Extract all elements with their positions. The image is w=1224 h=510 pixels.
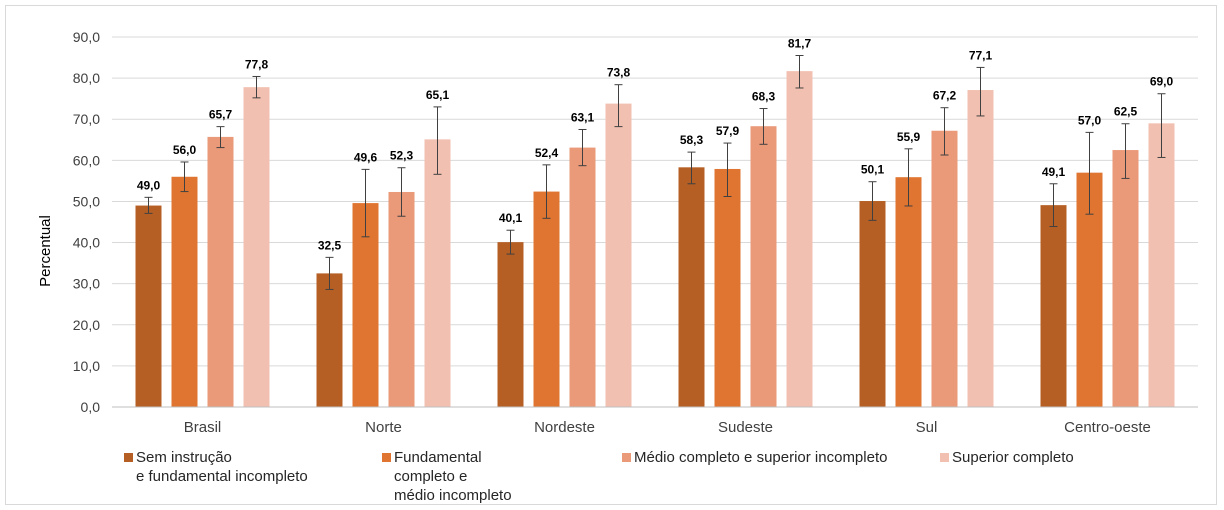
- legend-label-4: Superior completo: [952, 449, 1074, 466]
- y-axis-label: Percentual: [37, 215, 54, 287]
- data-labels: 49,0 56,0 65,7 77,8 32,5 49,6 52,3 65,1 40,1 52,4…: [137, 37, 1174, 253]
- bar: [243, 87, 270, 408]
- y-tick-label: 30,0: [73, 276, 100, 292]
- bar: [678, 167, 705, 407]
- legend-swatch-3: [622, 453, 631, 462]
- legend-item-4: Superior completo: [940, 448, 1074, 467]
- data-label: 50,1: [861, 163, 885, 177]
- y-tick-label: 70,0: [73, 111, 100, 127]
- x-category-label: Sudeste: [718, 419, 773, 436]
- gridlines: [112, 36, 1198, 367]
- bar: [931, 130, 958, 407]
- x-category-label: Norte: [365, 419, 402, 436]
- y-tick-label: 60,0: [73, 152, 100, 168]
- data-label: 49,1: [1042, 165, 1066, 179]
- legend-label-2: Fundamental completo e médio incompleto: [394, 449, 512, 504]
- y-tick-label: 80,0: [73, 70, 100, 86]
- data-label: 65,7: [209, 108, 233, 122]
- error-bars: [144, 55, 1166, 290]
- data-label: 63,1: [571, 111, 595, 125]
- bar: [424, 139, 451, 407]
- bar: [207, 136, 234, 407]
- legend-swatch-1: [124, 453, 133, 462]
- bar: [714, 168, 741, 407]
- bar: [1148, 123, 1175, 407]
- data-label: 56,0: [173, 143, 197, 157]
- x-category-label: Sul: [916, 419, 938, 436]
- y-tick-label: 0,0: [81, 399, 101, 415]
- legend-label-3: Médio completo e superior incompleto: [634, 449, 888, 466]
- data-label: 32,5: [318, 238, 342, 252]
- bar: [895, 177, 922, 407]
- data-label: 65,1: [426, 88, 450, 102]
- bar: [569, 147, 596, 408]
- legend-swatch-2: [382, 453, 391, 462]
- legend-item-3: Médio completo e superior incompleto: [622, 448, 887, 467]
- bar: [388, 191, 415, 407]
- bar: [171, 176, 198, 407]
- x-category-label: Brasil: [184, 419, 222, 436]
- y-tick-label: 50,0: [73, 193, 100, 209]
- bar: [786, 71, 813, 407]
- bar: [967, 90, 994, 408]
- x-category-label: Nordeste: [534, 419, 595, 436]
- data-label: 69,0: [1150, 75, 1174, 89]
- y-axis-ticks: 0,0 10,0 20,0 30,0 40,0 50,0 60,0 70,0 80,0 90,0: [73, 29, 100, 415]
- bar: [750, 126, 777, 407]
- data-label: 55,9: [897, 130, 921, 144]
- legend-label-1: Sem instrução e fundamental incompleto: [136, 449, 308, 485]
- y-tick-label: 40,0: [73, 235, 100, 251]
- data-label: 73,8: [607, 66, 631, 80]
- bar: [533, 191, 560, 407]
- data-label: 57,9: [716, 124, 740, 138]
- data-label: 67,2: [933, 89, 957, 103]
- bar: [1112, 150, 1139, 408]
- legend-swatch-4: [940, 453, 949, 462]
- bar: [497, 242, 524, 407]
- data-label: 68,3: [752, 90, 776, 104]
- data-label: 77,8: [245, 57, 269, 71]
- data-label: 49,0: [137, 178, 161, 192]
- data-label: 58,3: [680, 133, 704, 147]
- legend-item-2: Fundamental completo e médio incompleto: [382, 448, 512, 505]
- bars: [135, 71, 1175, 408]
- chart-frame: 0,0 10,0 20,0 30,0 40,0 50,0 60,0 70,0 80,0 90,0 …: [5, 5, 1217, 505]
- y-tick-label: 20,0: [73, 317, 100, 333]
- data-label: 57,0: [1078, 113, 1102, 127]
- data-label: 40,1: [499, 211, 523, 225]
- x-category-label: Centro-oeste: [1064, 419, 1151, 436]
- bar: [1040, 205, 1067, 407]
- data-label: 77,1: [969, 48, 993, 62]
- data-label: 62,5: [1114, 105, 1138, 119]
- data-label: 52,4: [535, 146, 559, 160]
- y-tick-label: 90,0: [73, 29, 100, 45]
- data-label: 81,7: [788, 37, 812, 51]
- bar: [859, 201, 886, 407]
- data-label: 49,6: [354, 150, 378, 164]
- data-label: 52,3: [390, 149, 414, 163]
- bar: [605, 103, 632, 407]
- x-axis-categories: Brasil Norte Nordeste Sudeste Sul Centro-oest…: [184, 419, 1151, 436]
- bar-chart: 0,010,020,030,040,050,060,070,080,090,0 …: [37, 29, 1198, 436]
- bar: [316, 273, 343, 407]
- bar: [135, 205, 162, 407]
- y-tick-label: 10,0: [73, 358, 100, 374]
- legend-item-1: Sem instrução e fundamental incompleto: [124, 448, 308, 486]
